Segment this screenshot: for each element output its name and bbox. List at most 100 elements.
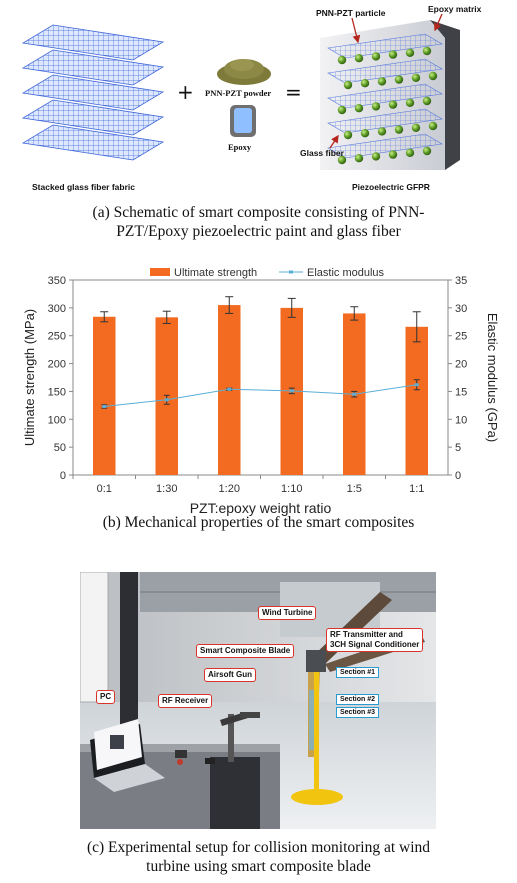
powder-label: PNN-PZT powder xyxy=(205,88,272,98)
glass-fiber-label: Glass fiber xyxy=(300,148,344,158)
bar-ultimate-strength xyxy=(405,326,428,475)
y-tick-label: 250 xyxy=(48,331,66,343)
callout-arrows xyxy=(329,13,443,149)
panel-a: Stacked glass fiber fabric + PNN-PZT pow… xyxy=(0,0,517,250)
y2-tick-label: 5 xyxy=(455,442,461,454)
line-elastic-modulus xyxy=(104,384,417,407)
glass-fiber-layer xyxy=(327,33,443,59)
legend-swatch-ultimate-strength xyxy=(150,268,170,276)
callout-wind-turbine: Wind Turbine xyxy=(258,606,317,620)
x-tick-label: 1:10 xyxy=(281,483,302,495)
pzt-particle xyxy=(422,46,432,56)
gfpr-label: Piezoelectric GFPR xyxy=(352,182,430,192)
pzt-particle xyxy=(388,100,398,109)
caption-c-line2: turbine using smart composite blade xyxy=(146,858,371,875)
pzt-particle xyxy=(405,48,415,57)
pzt-particle xyxy=(337,105,347,115)
epoxy-container-icon xyxy=(230,105,256,137)
callout-section-1: Section #1 xyxy=(336,667,380,678)
equals-sign: = xyxy=(285,80,302,104)
legend-label-elastic-modulus: Elastic modulus xyxy=(307,267,385,279)
glass-fiber-layer xyxy=(327,58,443,84)
x-tick-label: 0:1 xyxy=(97,483,112,495)
legend-label-ultimate-strength: Ultimate strength xyxy=(174,267,257,279)
piezoelectric-gfpr-illustration xyxy=(320,20,460,170)
legend-marker-elastic-modulus xyxy=(289,270,293,274)
callout-smart-composite-blade: Smart Composite Blade xyxy=(196,644,295,658)
plot-frame xyxy=(72,279,449,476)
pzt-particle xyxy=(405,148,415,157)
pzt-particle xyxy=(377,77,387,86)
caption-a-line1: (a) Schematic of smart composite consist… xyxy=(92,204,425,221)
pzt-particle xyxy=(354,154,364,163)
callout-rf-transmitter-line2: 3CH Signal Conditioner xyxy=(330,640,420,649)
caption-c-line1: (c) Experimental setup for collision mon… xyxy=(86,839,431,856)
caption-c: (c) Experimental setup for collision mon… xyxy=(0,838,517,876)
plus-sign: + xyxy=(177,80,194,104)
bar-ultimate-strength xyxy=(93,316,116,475)
pzt-particle xyxy=(422,146,432,156)
y2-tick-label: 10 xyxy=(455,414,467,426)
y-tick-label: 300 xyxy=(48,303,66,315)
callout-section-2: Section #2 xyxy=(336,694,380,705)
y-tick-label: 0 xyxy=(60,470,66,482)
pzt-particle xyxy=(360,129,370,138)
pzt-particle xyxy=(371,102,381,111)
x-tick-label: 1:30 xyxy=(156,483,177,495)
y-tick-label: 100 xyxy=(48,414,66,426)
pzt-particle xyxy=(411,73,421,82)
pzt-particle xyxy=(343,130,353,140)
pzt-particle xyxy=(354,54,364,63)
pzt-particle xyxy=(337,55,347,65)
line-point-elastic-modulus xyxy=(414,383,419,387)
y2-tick-label: 25 xyxy=(455,331,467,343)
y-axis-label: Ultimate strength (MPa) xyxy=(22,309,37,446)
particle-label: PNN-PZT particle xyxy=(316,8,386,18)
fabric-label: Stacked glass fiber fabric xyxy=(32,182,135,192)
y2-tick-label: 20 xyxy=(455,359,467,371)
pzt-particle xyxy=(428,71,438,81)
y-tick-label: 150 xyxy=(48,386,66,398)
pzt-particle xyxy=(377,127,387,136)
line-point-elastic-modulus xyxy=(227,387,232,391)
matrix-label: Epoxy matrix xyxy=(428,4,482,14)
x-tick-label: 1:20 xyxy=(219,483,240,495)
pzt-particle xyxy=(411,123,421,132)
callout-rf-receiver: RF Receiver xyxy=(158,694,213,708)
pzt-particle xyxy=(354,104,364,113)
y-tick-label: 350 xyxy=(48,275,66,287)
callout-rf-transmitter: RF Transmitter and 3CH Signal Conditione… xyxy=(326,628,424,652)
y-tick-label: 200 xyxy=(48,359,66,371)
experimental-setup-photo: Wind Turbine RF Transmitter and 3CH Sign… xyxy=(80,572,436,829)
caption-a: (a) Schematic of smart composite consist… xyxy=(0,203,517,241)
mechanical-properties-chart: 0 50 100 150 200 250 300 350 0 5 10 15 20 25 30 35 0:1 1:… xyxy=(22,267,500,516)
line-point-elastic-modulus xyxy=(352,392,357,396)
y2-tick-label: 30 xyxy=(455,303,467,315)
pzt-particle xyxy=(405,98,415,108)
x-axis-label: PZT:epoxy weight ratio xyxy=(190,500,332,516)
pzt-particle xyxy=(428,121,438,131)
pzt-particle xyxy=(422,96,432,106)
y2-axis-label: Elastic modulus (GPa) xyxy=(485,313,500,442)
photo-scene xyxy=(80,572,436,829)
y2-tick-label: 0 xyxy=(455,470,461,482)
x-tick-label: 1:5 xyxy=(347,483,362,495)
stacked-fabric-illustration xyxy=(21,24,165,161)
y2-tick-label: 15 xyxy=(455,386,467,398)
pzt-particle xyxy=(371,152,381,161)
glass-fiber-layer xyxy=(327,108,443,134)
line-point-elastic-modulus xyxy=(289,389,294,393)
pzt-particle xyxy=(360,79,370,88)
x-tick-label: 1:1 xyxy=(409,483,424,495)
callout-pc: PC xyxy=(96,690,116,704)
callout-section-3: Section #3 xyxy=(336,707,380,718)
glass-fiber-layer xyxy=(327,133,443,159)
y-tick-label: 50 xyxy=(54,442,66,454)
line-point-elastic-modulus xyxy=(164,398,169,402)
pzt-particle xyxy=(371,52,381,61)
callout-rf-transmitter-line1: RF Transmitter and xyxy=(330,630,403,639)
powder-pile-icon xyxy=(217,59,271,85)
caption-a-line2: PZT/Epoxy piezoelectric paint and glass … xyxy=(116,223,401,240)
y2-tick-label: 35 xyxy=(455,275,467,287)
pzt-particle xyxy=(388,50,398,59)
